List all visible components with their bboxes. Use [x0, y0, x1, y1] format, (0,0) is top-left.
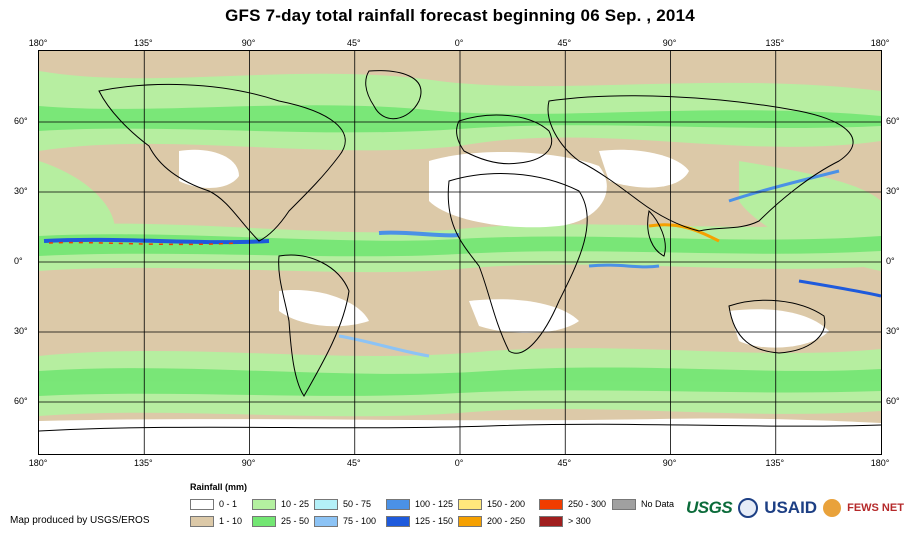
legend-item: 50 - 75	[314, 498, 371, 510]
legend-item: 0 - 1	[190, 498, 237, 510]
legend-label: 0 - 1	[219, 499, 238, 509]
fews-net-logo: FEWS NET	[847, 502, 904, 514]
legend-label: > 300	[568, 516, 591, 526]
longitude-label-bottom: 135°	[133, 458, 153, 468]
legend-swatch	[252, 515, 276, 527]
longitude-label-top: 45°	[346, 38, 361, 48]
latitude-label-right: 0°	[886, 256, 895, 266]
legend-label: 150 - 200	[487, 499, 526, 509]
legend-swatch	[190, 515, 214, 527]
latitude-label-right: 60°	[886, 116, 900, 126]
map-canvas	[39, 51, 881, 454]
legend-label: 25 - 50	[281, 516, 310, 526]
usaid-seal-icon	[738, 498, 759, 518]
longitude-label-top: 135°	[133, 38, 153, 48]
legend-swatch	[314, 498, 338, 510]
legend-swatch	[386, 515, 410, 527]
legend-label: 1 - 10	[219, 516, 243, 526]
legend-label: 50 - 75	[343, 499, 372, 509]
legend-label: 100 - 125	[415, 499, 454, 509]
legend-swatch	[458, 498, 482, 510]
latitude-label-left: 30°	[14, 326, 28, 336]
latitude-label-left: 60°	[14, 396, 28, 406]
fews-globe-icon	[823, 499, 842, 517]
legend-label: 250 - 300	[568, 499, 607, 509]
graticule	[39, 51, 881, 454]
legend-item: 10 - 25	[252, 498, 309, 510]
legend-swatch	[252, 498, 276, 510]
longitude-label-top: 45°	[557, 38, 572, 48]
latitude-label-right: 30°	[886, 186, 900, 196]
legend-swatch	[539, 515, 563, 527]
latitude-label-left: 0°	[14, 256, 23, 266]
legend-label: 75 - 100	[343, 516, 377, 526]
legend-label: 10 - 25	[281, 499, 310, 509]
map-title: GFS 7-day total rainfall forecast beginn…	[225, 6, 695, 25]
longitude-label-top: 90°	[662, 38, 677, 48]
longitude-label-top: 180°	[870, 38, 890, 48]
longitude-label-bottom: 180°	[870, 458, 890, 468]
legend-item: 200 - 250	[458, 515, 525, 527]
legend-item: 100 - 125	[386, 498, 453, 510]
legend-swatch	[190, 498, 214, 510]
longitude-label-top: 0°	[454, 38, 464, 48]
partner-logos: USGS USAID FEWS NET	[686, 498, 904, 518]
latitude-label-right: 30°	[886, 326, 900, 336]
longitude-label-bottom: 90°	[662, 458, 677, 468]
legend-item: 75 - 100	[314, 515, 376, 527]
legend-item: > 300	[539, 515, 591, 527]
longitude-label-bottom: 0°	[454, 458, 464, 468]
legend-item: 125 - 150	[386, 515, 453, 527]
latitude-label-left: 60°	[14, 116, 28, 126]
legend-label: 125 - 150	[415, 516, 454, 526]
legend-swatch	[458, 515, 482, 527]
legend-item: No Data	[612, 498, 674, 510]
legend-item: 250 - 300	[539, 498, 606, 510]
longitude-label-bottom: 180°	[28, 458, 48, 468]
longitude-label-top: 90°	[241, 38, 256, 48]
legend-swatch	[539, 498, 563, 510]
longitude-label-bottom: 45°	[346, 458, 361, 468]
legend-item: 150 - 200	[458, 498, 525, 510]
legend-title: Rainfall (mm)	[190, 482, 248, 492]
legend-label: No Data	[641, 499, 675, 509]
longitude-label-bottom: 45°	[557, 458, 572, 468]
longitude-label-bottom: 135°	[765, 458, 785, 468]
longitude-label-bottom: 90°	[241, 458, 256, 468]
legend-item: 1 - 10	[190, 515, 242, 527]
legend-swatch	[386, 498, 410, 510]
map-credit: Map produced by USGS/EROS	[10, 515, 150, 526]
latitude-label-right: 60°	[886, 396, 900, 406]
legend-label: 200 - 250	[487, 516, 526, 526]
legend-item: 25 - 50	[252, 515, 309, 527]
usgs-logo: USGS	[686, 498, 733, 517]
longitude-label-top: 180°	[28, 38, 48, 48]
rainfall-map	[38, 50, 882, 455]
legend-swatch	[612, 498, 636, 510]
longitude-label-top: 135°	[765, 38, 785, 48]
latitude-label-left: 30°	[14, 186, 28, 196]
legend-swatch	[314, 515, 338, 527]
usaid-logo: USAID	[764, 498, 818, 517]
